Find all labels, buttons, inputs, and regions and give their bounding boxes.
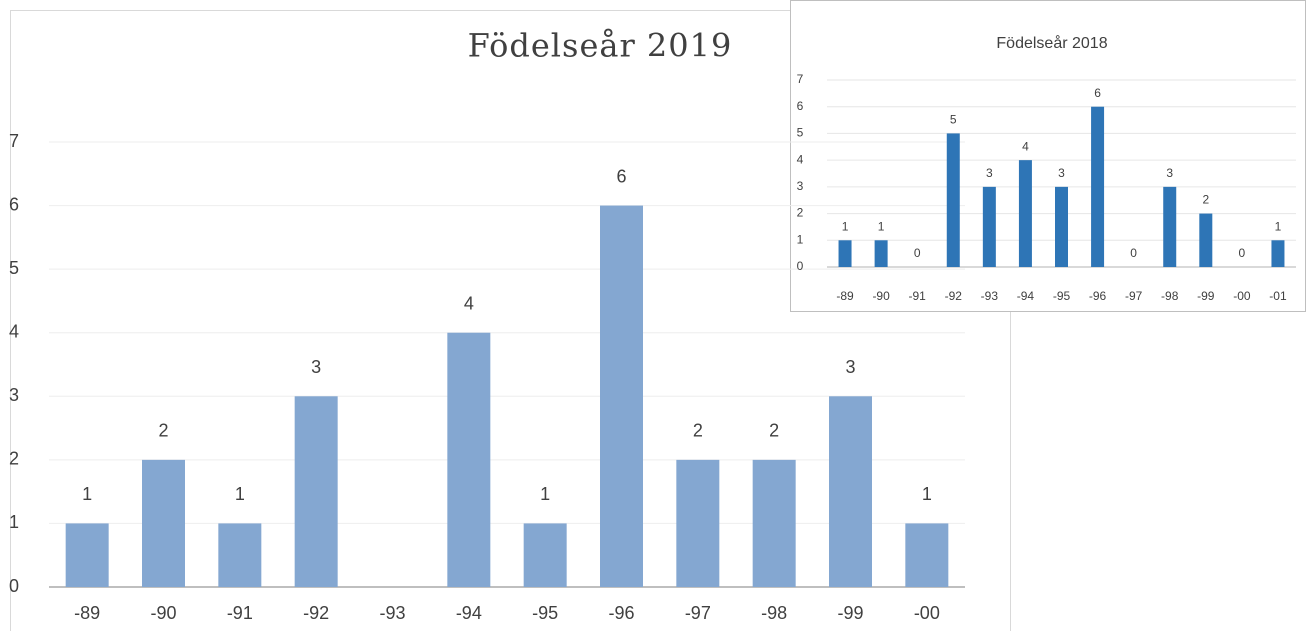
data-label: 1: [1275, 219, 1282, 233]
y-tick-label: 7: [9, 131, 19, 151]
x-tick-label: -00: [914, 603, 940, 623]
y-tick-label: 3: [9, 385, 19, 405]
y-tick-label: 6: [9, 194, 19, 214]
bar: [65, 523, 109, 587]
bar: [874, 240, 888, 267]
x-tick-label: -95: [1053, 289, 1071, 303]
bar: [1055, 186, 1068, 267]
data-label: 3: [845, 357, 855, 377]
x-tick-label: -94: [1017, 289, 1035, 303]
data-label: 1: [842, 219, 849, 233]
bar: [1271, 240, 1285, 267]
data-label: 3: [1058, 166, 1065, 180]
bar: [294, 396, 338, 587]
x-tick-label: -89: [836, 289, 854, 303]
data-label: 1: [235, 484, 245, 504]
data-label: 2: [1202, 193, 1209, 207]
y-tick-label: 6: [797, 99, 804, 113]
bar: [829, 396, 872, 587]
bar: [946, 133, 960, 267]
data-label: 0: [1239, 246, 1246, 260]
x-tick-label: -99: [837, 603, 863, 623]
x-tick-label: -01: [1269, 289, 1287, 303]
x-tick-label: -90: [872, 289, 890, 303]
y-tick-label: 2: [9, 449, 19, 469]
x-tick-label: -93: [379, 603, 405, 623]
bar: [600, 205, 643, 588]
y-tick-label: 5: [797, 126, 804, 140]
data-label: 2: [769, 421, 779, 441]
bar: [905, 523, 949, 587]
data-label: 6: [1094, 86, 1101, 100]
bar: [218, 523, 262, 587]
y-tick-label: 7: [797, 72, 804, 86]
x-tick-label: -95: [532, 603, 558, 623]
x-tick-label: -92: [945, 289, 963, 303]
bar: [838, 240, 852, 267]
bar: [447, 332, 491, 587]
data-label: 1: [82, 484, 92, 504]
bar: [1018, 160, 1032, 267]
y-tick-label: 2: [797, 206, 804, 220]
x-tick-label: -94: [456, 603, 482, 623]
x-tick-label: -91: [227, 603, 253, 623]
y-tick-label: 4: [9, 321, 19, 341]
data-label: 0: [1130, 246, 1137, 260]
chart-title: Födelseår 2018: [996, 34, 1107, 52]
x-tick-label: -91: [909, 289, 927, 303]
x-tick-label: -99: [1197, 289, 1215, 303]
data-label: 6: [616, 166, 626, 186]
data-label: 2: [158, 421, 168, 441]
y-tick-label: 1: [9, 512, 19, 532]
x-tick-label: -98: [761, 603, 787, 623]
y-tick-label: 3: [797, 179, 804, 193]
bar: [1163, 186, 1177, 267]
data-label: 3: [986, 166, 993, 180]
x-tick-label: -93: [981, 289, 999, 303]
data-label: 4: [1022, 139, 1029, 153]
bar: [1091, 106, 1105, 267]
x-tick-label: -97: [685, 603, 711, 623]
data-label: 4: [464, 293, 474, 313]
y-tick-label: 0: [797, 259, 804, 273]
x-tick-label: -98: [1161, 289, 1179, 303]
bar: [1199, 213, 1213, 267]
x-tick-label: -89: [74, 603, 100, 623]
data-label: 1: [922, 484, 932, 504]
chart-title: Födelseår 2019: [468, 27, 733, 65]
y-tick-label: 5: [9, 258, 19, 278]
data-label: 2: [693, 421, 703, 441]
main-chart: Födelseår 2019 0 1 2 3 4 5 6 7 -89 1 -90 2 -91 1 -92 3 -9…: [9, 27, 965, 623]
inset-chart: Födelseår 2018 0 1 2 3 4 5 6 7 -89 1 -90 1 -91 0 -92 5 -9…: [797, 34, 1296, 303]
data-label: 0: [914, 246, 921, 260]
x-tick-label: -92: [303, 603, 329, 623]
bar: [982, 186, 996, 267]
x-tick-label: -00: [1233, 289, 1251, 303]
data-label: 1: [540, 484, 550, 504]
x-tick-label: -96: [1089, 289, 1107, 303]
x-tick-label: -90: [150, 603, 176, 623]
data-label: 5: [950, 113, 957, 127]
bar: [142, 459, 185, 587]
data-label: 1: [878, 219, 885, 233]
x-tick-label: -96: [608, 603, 634, 623]
y-tick-label: 4: [797, 152, 804, 166]
bar: [752, 459, 796, 587]
y-tick-label: 0: [9, 576, 19, 596]
bar: [676, 459, 720, 587]
data-label: 3: [1166, 166, 1173, 180]
x-tick-label: -97: [1125, 289, 1143, 303]
y-tick-label: 1: [797, 232, 804, 246]
bar: [523, 523, 567, 587]
data-label: 3: [311, 357, 321, 377]
